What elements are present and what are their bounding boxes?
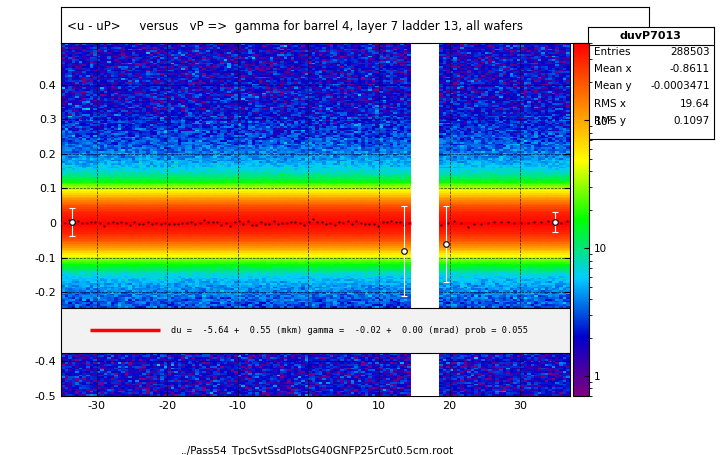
Text: Entries: Entries bbox=[594, 47, 630, 57]
Text: Mean y: Mean y bbox=[594, 81, 632, 91]
Text: duvP7013: duvP7013 bbox=[620, 31, 681, 41]
Text: <u - uP>     versus   vP =>  gamma for barrel 4, layer 7 ladder 13, all wafers: <u - uP> versus vP => gamma for barrel 4… bbox=[67, 20, 523, 33]
Text: -0.8611: -0.8611 bbox=[670, 64, 710, 74]
Text: Mean x: Mean x bbox=[594, 64, 632, 74]
Text: 19.64: 19.64 bbox=[680, 99, 710, 109]
Text: du =  -5.64 +  0.55 (mkm) gamma =  -0.02 +  0.00 (mrad) prob = 0.055: du = -5.64 + 0.55 (mkm) gamma = -0.02 + … bbox=[171, 326, 528, 335]
Text: 0.1097: 0.1097 bbox=[673, 116, 710, 126]
Text: ../Pass54_TpcSvtSsdPlotsG40GNFP25rCut0.5cm.root: ../Pass54_TpcSvtSsdPlotsG40GNFP25rCut0.5… bbox=[181, 445, 454, 455]
Text: RMS x: RMS x bbox=[594, 99, 626, 109]
Text: -0.0003471: -0.0003471 bbox=[650, 81, 710, 91]
Bar bbox=[61, 308, 570, 353]
Bar bbox=[411, 43, 439, 396]
Text: RMS y: RMS y bbox=[594, 116, 626, 126]
Text: 288503: 288503 bbox=[671, 47, 710, 57]
